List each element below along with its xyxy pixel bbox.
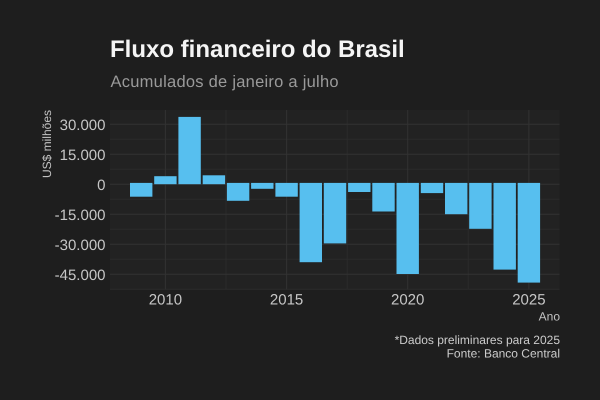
svg-text:2025: 2025 [512,292,545,309]
svg-text:*Dados preliminares para 2025: *Dados preliminares para 2025 [395,333,561,347]
svg-text:2020: 2020 [391,292,424,309]
svg-text:2015: 2015 [270,292,303,309]
svg-text:-30.000: -30.000 [55,237,106,254]
svg-text:Acumulados de janeiro a julho: Acumulados de janeiro a julho [111,73,339,91]
svg-text:30.000: 30.000 [60,117,106,134]
svg-text:-15.000: -15.000 [55,207,106,224]
svg-text:-45.000: -45.000 [55,267,106,284]
svg-text:Ano: Ano [539,310,561,324]
svg-text:2010: 2010 [149,292,182,309]
svg-text:15.000: 15.000 [60,147,106,164]
svg-text:US$ milhões: US$ milhões [40,110,54,178]
svg-text:0: 0 [97,177,105,194]
svg-text:Fluxo financeiro do Brasil: Fluxo financeiro do Brasil [110,36,405,63]
svg-text:Fonte: Banco Central: Fonte: Banco Central [447,347,560,361]
